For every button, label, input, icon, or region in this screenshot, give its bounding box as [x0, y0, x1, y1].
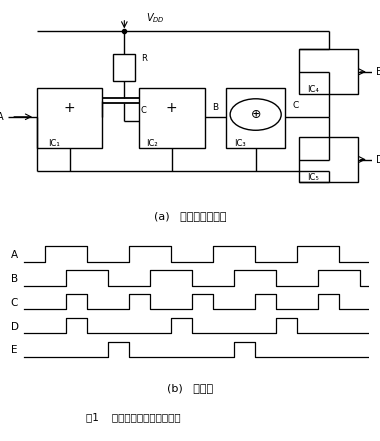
Text: (b)   时序图: (b) 时序图 [167, 383, 213, 393]
Text: IC₄: IC₄ [307, 85, 318, 94]
Text: R: R [141, 54, 147, 63]
Text: (a)   经典脉冲分解器: (a) 经典脉冲分解器 [154, 211, 226, 221]
Bar [226, 87, 285, 148]
Text: +: + [166, 101, 177, 115]
Text: $V_{DD}$: $V_{DD}$ [146, 11, 165, 25]
Text: IC₃: IC₃ [234, 139, 245, 148]
Text: IC₅: IC₅ [307, 173, 318, 182]
Text: A: A [11, 250, 18, 260]
Text: B: B [11, 274, 18, 284]
Bar [299, 49, 358, 94]
Text: ⊕: ⊕ [250, 108, 261, 121]
Text: E: E [376, 67, 380, 77]
Bar [299, 137, 358, 182]
Text: C: C [293, 101, 299, 110]
Text: D: D [11, 321, 19, 332]
Text: A: A [0, 112, 4, 122]
Text: 图1    经典脉冲分解器及时序图: 图1 经典脉冲分解器及时序图 [86, 412, 180, 422]
Text: C: C [11, 298, 18, 308]
Text: C: C [141, 105, 147, 115]
Bar [37, 87, 103, 148]
Text: +: + [64, 101, 75, 115]
Text: E: E [11, 345, 18, 355]
Text: IC₂: IC₂ [146, 139, 158, 148]
Bar [113, 54, 135, 81]
Text: D: D [376, 154, 380, 164]
Text: B: B [212, 103, 218, 112]
Bar [139, 87, 204, 148]
Text: IC₁: IC₁ [48, 139, 60, 148]
